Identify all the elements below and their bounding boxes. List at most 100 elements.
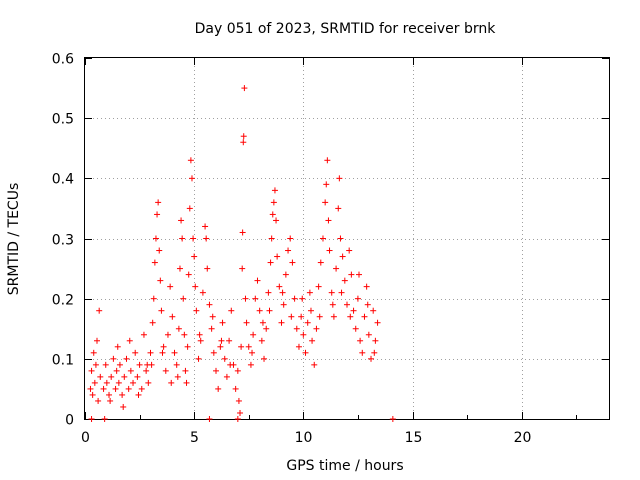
y-tick-label: 0.4	[52, 172, 74, 188]
data-point	[92, 361, 99, 368]
data-point	[319, 235, 326, 242]
data-point	[337, 235, 344, 242]
x-tick-label: 20	[514, 430, 532, 446]
data-point	[239, 229, 246, 236]
data-point	[90, 349, 97, 356]
data-point	[247, 361, 254, 368]
data-point	[186, 205, 193, 212]
data-point	[101, 416, 108, 422]
data-point	[291, 295, 298, 302]
data-point	[274, 253, 281, 260]
data-point	[330, 313, 337, 320]
data-point	[227, 361, 234, 368]
data-point	[135, 391, 142, 398]
data-point	[121, 373, 128, 380]
data-point	[232, 385, 239, 392]
data-point	[179, 235, 186, 242]
data-point	[162, 367, 169, 374]
data-point	[363, 283, 370, 290]
data-point	[287, 235, 294, 242]
data-point	[130, 379, 137, 386]
data-point	[323, 181, 330, 188]
data-point	[368, 355, 375, 362]
data-point	[223, 373, 230, 380]
data-point	[125, 385, 132, 392]
data-point	[182, 367, 189, 374]
data-point	[123, 355, 130, 362]
data-point	[181, 331, 188, 338]
data-point	[134, 373, 141, 380]
data-point	[158, 307, 165, 314]
data-point	[256, 307, 263, 314]
data-point	[352, 325, 359, 332]
data-point	[338, 289, 345, 296]
data-point	[114, 343, 121, 350]
data-point	[143, 367, 150, 374]
data-point	[365, 331, 372, 338]
data-point	[228, 307, 235, 314]
data-point	[127, 367, 134, 374]
data-point	[324, 157, 331, 164]
data-point	[221, 355, 228, 362]
x-tick-label: 5	[190, 430, 199, 446]
data-point	[159, 349, 166, 356]
data-point	[249, 349, 256, 356]
data-point	[116, 361, 123, 368]
data-points	[87, 85, 396, 422]
data-point	[279, 289, 286, 296]
data-point	[126, 337, 133, 344]
data-point	[147, 349, 154, 356]
data-point	[357, 337, 364, 344]
data-point	[110, 355, 117, 362]
y-tick-label: 0.5	[52, 112, 74, 128]
data-point	[184, 343, 191, 350]
data-point	[175, 325, 182, 332]
data-point	[341, 277, 348, 284]
data-point	[152, 235, 159, 242]
data-point	[176, 265, 183, 272]
data-point	[371, 349, 378, 356]
data-point	[136, 361, 143, 368]
data-point	[354, 295, 361, 302]
data-point	[217, 343, 224, 350]
data-point	[208, 325, 215, 332]
data-point	[151, 259, 158, 266]
data-point	[154, 211, 161, 218]
data-point	[206, 416, 213, 422]
data-point	[160, 343, 167, 350]
data-point	[112, 385, 119, 392]
data-point	[197, 337, 204, 344]
data-point	[271, 187, 278, 194]
data-point	[202, 223, 209, 230]
data-point	[235, 397, 242, 404]
data-point	[356, 271, 363, 278]
data-point	[344, 301, 350, 308]
data-point	[250, 331, 257, 338]
data-point	[317, 259, 324, 266]
data-point	[213, 367, 219, 374]
data-point	[168, 379, 175, 386]
data-point	[89, 391, 96, 398]
y-tick-labels: 0 0.1 0.2 0.3 0.4 0.5 0.6	[52, 52, 74, 429]
data-point	[100, 385, 107, 392]
data-point	[269, 211, 276, 218]
data-point	[234, 416, 241, 422]
x-tick-labels: 0 5 10 15 20	[81, 430, 531, 446]
data-point	[347, 313, 354, 320]
data-point	[219, 319, 226, 326]
data-point	[192, 283, 199, 290]
data-point	[120, 403, 127, 410]
data-point	[140, 331, 147, 338]
data-point	[322, 199, 329, 206]
y-tick-label: 0.2	[52, 293, 74, 309]
y-tick-label: 0.3	[52, 233, 74, 249]
data-point	[282, 271, 289, 278]
data-point	[316, 313, 323, 320]
data-point	[273, 217, 280, 224]
data-point	[119, 391, 126, 398]
data-point	[280, 301, 287, 308]
data-point	[311, 361, 318, 368]
data-point	[241, 85, 248, 92]
data-point	[329, 301, 336, 308]
